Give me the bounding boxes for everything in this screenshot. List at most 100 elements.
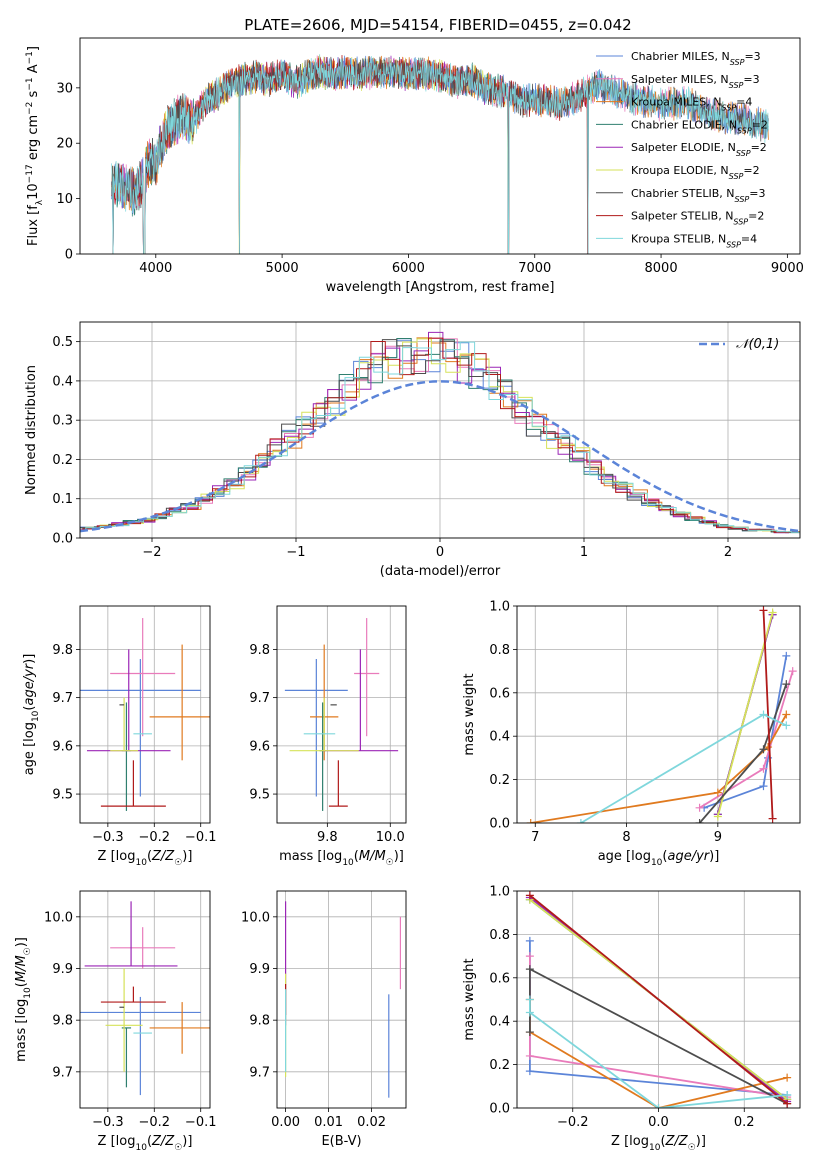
y-axis-label-part: ]: [26, 46, 41, 51]
y-axis-label: age [log10(age/yr)]: [22, 654, 41, 776]
y-tick-label: 20: [56, 137, 73, 152]
y-axis-label-part: −1: [25, 51, 35, 64]
figure-title: PLATE=2606, MJD=54154, FIBERID=0455, z=0…: [244, 16, 631, 34]
legend-label-name: Kroupa STELIB, N: [631, 232, 726, 245]
y-tick-label: 1.0: [489, 600, 510, 615]
weight-line-salpeter-stelib: [529, 894, 788, 1105]
legend-label-n: =2: [748, 210, 764, 223]
x-axis-label: age [log10(age/yr)]: [598, 849, 720, 868]
y-axis-label-part: Flux [f: [26, 205, 41, 246]
y-axis-label-part: 10: [23, 987, 33, 999]
legend-label-n: =3: [749, 187, 765, 200]
legend-label: Chabrier MILES, NSSP=3: [631, 50, 761, 67]
legend-label-sub: SSP: [726, 240, 741, 249]
weight-marker: [654, 1104, 663, 1108]
x-axis-label: (data-model)/error: [380, 564, 501, 579]
x-axis-label-part: ☉: [688, 1143, 696, 1153]
x-tick-label: 0.0: [648, 1115, 669, 1130]
x-axis-label: Z [log10(Z/Z☉)]: [611, 1134, 706, 1153]
legend-label-n: =2: [752, 118, 768, 131]
weight-line-kroupa-elodie: [716, 612, 774, 817]
axes-frame-spectrum: [79, 37, 801, 255]
legend-label: Salpeter MILES, NSSP=3: [631, 73, 760, 90]
x-axis-label-part: Z [log: [98, 1134, 136, 1149]
weight-marker: [783, 1099, 792, 1108]
weight-marker: [782, 710, 791, 719]
y-tick-label: 9.8: [249, 1014, 270, 1029]
y-axis-label-part: mass weight: [462, 673, 477, 755]
x-axis-label-part: 10: [649, 1143, 661, 1153]
x-axis-label: Z [log10(Z/Z☉)]: [98, 1134, 193, 1153]
legend-label: Kroupa STELIB, NSSP=4: [631, 232, 757, 249]
y-axis-label: mass weight: [462, 958, 477, 1040]
y-axis-label-part: −17: [25, 164, 35, 183]
weight-line-kroupa-miles: [530, 714, 788, 823]
x-tick-label: −2: [142, 545, 161, 560]
y-tick-label: 10.0: [44, 910, 73, 925]
panel-age-vs-mass: 9.8 10.0 9.5 9.6 9.7 9.8 mass [log10(M/M☉)]: [249, 605, 407, 868]
weight-marker: [782, 721, 791, 730]
y-axis-label: mass [log10(M/M☉)]: [14, 937, 33, 1062]
weight-marker: [526, 819, 535, 823]
weight-marker: [713, 812, 722, 821]
plot-area-weight-vs-age: [517, 606, 800, 823]
x-tick-label: 9: [714, 830, 722, 845]
y-axis-label-part: M/M: [14, 955, 29, 982]
y-tick-label: 0.8: [489, 928, 510, 943]
y-axis-label: mass weight: [462, 673, 477, 755]
x-tick-label: 6000: [392, 261, 425, 276]
x-axis-label-part: (: [147, 849, 152, 864]
y-axis-label-part: mass [log: [14, 999, 29, 1062]
y-tick-label: 0.2: [52, 453, 73, 468]
x-axis-label-part: (: [662, 849, 667, 864]
plot-area-weight-vs-Z: [517, 891, 800, 1108]
x-tick-label: 7: [531, 830, 539, 845]
legend-label-n: =2: [751, 141, 767, 154]
weight-marker: [783, 1073, 792, 1082]
weight-marker: [576, 819, 585, 823]
y-tick-label: 9.7: [249, 691, 270, 706]
weight-marker: [713, 788, 722, 797]
weight-marker: [695, 819, 704, 823]
weight-marker: [525, 891, 534, 900]
y-tick-label: 9.9: [249, 962, 270, 977]
x-tick-label: 0: [436, 545, 444, 560]
legend-label-name: Salpeter STELIB, N: [631, 210, 733, 223]
legend-label: Kroupa ELODIE, NSSP=2: [631, 164, 760, 181]
panel-weight-vs-Z: −0.2 0.0 0.2 0.0 0.2 0.4 0.6 0.8 1.0 Z [log10(Z/Z…: [462, 885, 801, 1153]
x-axis-label-part: 10: [651, 858, 663, 868]
x-axis-label-part: (data-model)/error: [380, 564, 501, 579]
weight-marker: [525, 995, 534, 1004]
x-axis-label-part: 10: [135, 1143, 147, 1153]
x-tick-label: −0.2: [138, 830, 170, 845]
weight-marker: [768, 814, 777, 823]
y-tick-label: 0.4: [489, 1015, 510, 1030]
weight-marker: [525, 1008, 534, 1017]
legend-label-sub: SSP: [735, 194, 750, 203]
plot-area-age-vs-Z: [80, 606, 210, 823]
y-axis-label-part: ☉: [23, 947, 33, 955]
x-axis-label-part: age/yr: [667, 849, 710, 864]
x-axis-label: mass [log10(M/M☉)]: [279, 849, 404, 868]
legend-label: Chabrier ELODIE, NSSP=2: [631, 118, 768, 135]
x-tick-label: 9000: [771, 261, 804, 276]
axes-frame-mass-vs-EBV: [276, 890, 407, 1109]
x-axis-label-part: (: [147, 1134, 152, 1149]
x-axis-label-part: mass [log: [279, 849, 342, 864]
axes-frame-age-vs-Z: [79, 605, 211, 824]
weight-line-chabrier-miles: [703, 655, 788, 809]
y-tick-label: 0.4: [489, 730, 510, 745]
legend-label-n: =3: [743, 73, 759, 86]
x-axis-label: E(B-V): [321, 1134, 361, 1149]
y-axis-label-part: s: [26, 90, 41, 101]
x-axis-label-part: 10: [135, 858, 147, 868]
x-axis-label-part: (: [354, 849, 359, 864]
legend-label-sub: SSP: [736, 149, 751, 158]
weight-marker: [525, 965, 534, 974]
y-axis-label-part: 10: [26, 183, 41, 200]
plot-area-mass-vs-EBV: [277, 891, 406, 1108]
weight-marker: [695, 803, 704, 812]
panel-weight-vs-age: 7 8 9 0.0 0.2 0.4 0.6 0.8 1.0 age [log10(age/yr)]…: [462, 600, 801, 868]
y-tick-label: 30: [56, 81, 73, 96]
panel-mass-vs-Z: −0.3 −0.2 −0.19.79.89.910.0Z [log10(Z/Z☉)]…: [14, 890, 217, 1153]
